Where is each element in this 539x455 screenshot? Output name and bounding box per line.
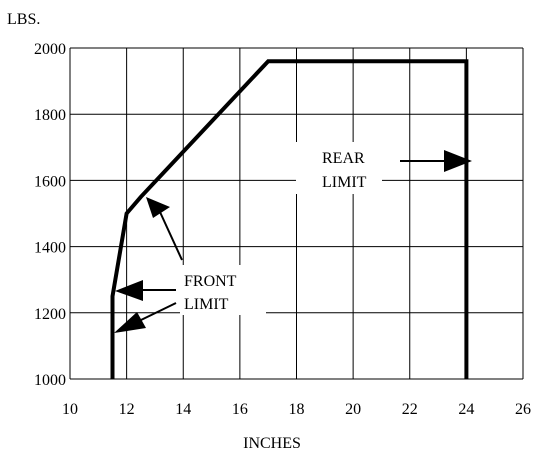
x-tick-label: 10 — [62, 401, 78, 418]
front-limit-label-line2: LIMIT — [184, 296, 229, 313]
y-tick-label: 2000 — [34, 41, 66, 58]
tick-labels: 10 12 14 16 18 20 22 24 26 1000 1200 1400 1600 1800 20… — [34, 41, 531, 418]
rear-limit-label-line1: REAR — [322, 150, 365, 167]
envelope-line-0 — [113, 61, 467, 379]
front-limit-label-line1: FRONT — [184, 273, 237, 290]
y-axis-label: LBS. — [7, 11, 40, 28]
envelope-series — [113, 61, 467, 379]
x-axis-label: INCHES — [243, 435, 301, 452]
x-tick-label: 22 — [402, 401, 418, 418]
rear-limit-label-line2: LIMIT — [322, 174, 367, 191]
y-tick-label: 1400 — [34, 240, 66, 257]
front-limit-upper-arrow — [115, 280, 176, 301]
x-tick-label: 26 — [515, 401, 531, 418]
y-tick-label: 1600 — [34, 173, 66, 190]
x-tick-label: 14 — [175, 401, 191, 418]
x-tick-label: 12 — [119, 401, 135, 418]
y-tick-label: 1200 — [34, 306, 66, 323]
front-limit-lower-arrow — [114, 303, 176, 333]
x-tick-label: 20 — [345, 401, 361, 418]
y-tick-label: 1000 — [34, 372, 66, 389]
x-tick-label: 24 — [458, 401, 474, 418]
grid — [70, 48, 523, 379]
x-tick-label: 16 — [232, 401, 248, 418]
y-tick-label: 1800 — [34, 107, 66, 124]
x-tick-label: 18 — [289, 401, 305, 418]
front-limit-curve-arrow — [146, 197, 182, 260]
rear-limit-arrow — [400, 150, 472, 172]
